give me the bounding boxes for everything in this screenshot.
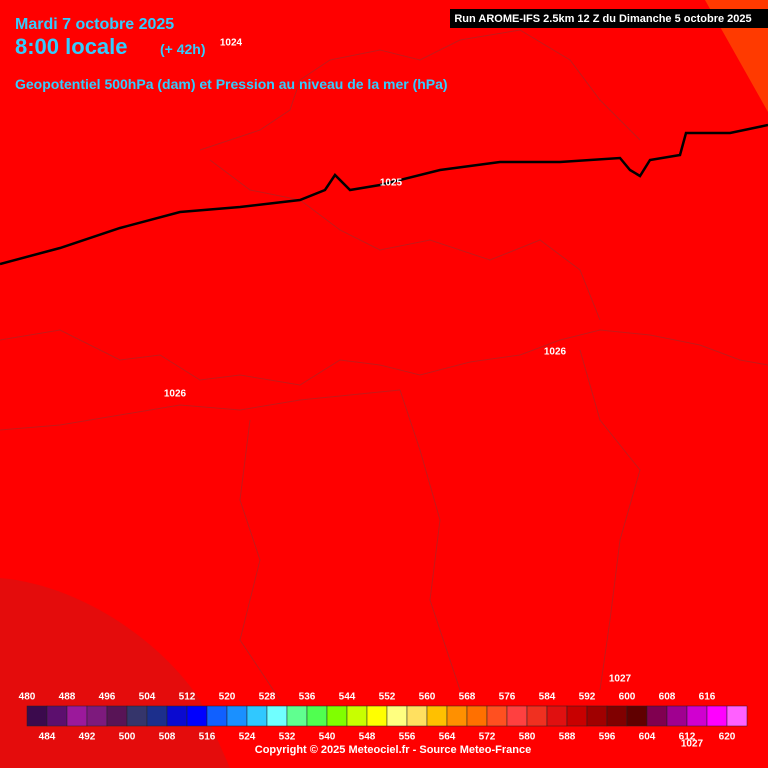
level-label: 480 — [19, 692, 36, 703]
color-swatch — [146, 705, 168, 727]
level-label: 528 — [259, 692, 276, 703]
color-swatch — [666, 705, 688, 727]
copyright: Copyright © 2025 Meteociel.fr - Source M… — [255, 744, 531, 756]
color-swatch — [246, 705, 268, 727]
color-swatch — [406, 705, 428, 727]
color-swatch — [686, 705, 708, 727]
level-label: 564 — [439, 732, 456, 743]
level-label: 504 — [139, 692, 156, 703]
time: 8:00 locale — [15, 34, 128, 59]
level-label: 592 — [579, 692, 596, 703]
level-label: 556 — [399, 732, 416, 743]
color-swatch — [106, 705, 128, 727]
color-swatch — [446, 705, 468, 727]
color-swatch — [206, 705, 228, 727]
color-swatch — [426, 705, 448, 727]
level-label: 572 — [479, 732, 496, 743]
level-label: 508 — [159, 732, 176, 743]
color-swatch — [266, 705, 288, 727]
isobar-label: 1026 — [164, 389, 187, 400]
level-label: 560 — [419, 692, 436, 703]
color-swatch — [466, 705, 488, 727]
color-swatch — [626, 705, 648, 727]
color-swatch — [366, 705, 388, 727]
color-swatch — [486, 705, 508, 727]
level-label: 484 — [39, 732, 56, 743]
run-box — [450, 9, 768, 28]
color-swatch — [186, 705, 208, 727]
subtitle: Geopotentiel 500hPa (dam) et Pression au… — [15, 76, 448, 92]
level-label: 496 — [99, 692, 116, 703]
color-swatch — [46, 705, 68, 727]
level-label: 540 — [319, 732, 336, 743]
level-label: 548 — [359, 732, 376, 743]
level-label: 568 — [459, 692, 476, 703]
color-swatch — [586, 705, 608, 727]
level-label: 524 — [239, 732, 256, 743]
level-label: 608 — [659, 692, 676, 703]
isobar-label: 1027 — [609, 674, 632, 685]
level-label: 544 — [339, 692, 356, 703]
color-swatch — [26, 705, 48, 727]
color-swatch — [606, 705, 628, 727]
color-swatch — [546, 705, 568, 727]
color-swatch — [726, 705, 748, 727]
level-label: 600 — [619, 692, 636, 703]
level-label: 596 — [599, 732, 616, 743]
color-swatch — [506, 705, 528, 727]
color-swatch — [646, 705, 668, 727]
isobar-label: 1024 — [220, 38, 243, 49]
level-label: 584 — [539, 692, 556, 703]
color-swatch — [286, 705, 308, 727]
level-label: 512 — [179, 692, 196, 703]
color-swatch — [166, 705, 188, 727]
color-swatch — [346, 705, 368, 727]
level-label: 536 — [299, 692, 316, 703]
color-swatch — [706, 705, 728, 727]
level-label: 516 — [199, 732, 216, 743]
color-swatch — [566, 705, 588, 727]
isobar-label: 1026 — [544, 347, 567, 358]
level-label: 492 — [79, 732, 96, 743]
date: Mardi 7 octobre 2025 — [15, 16, 174, 33]
color-swatch — [526, 705, 548, 727]
level-label: 616 — [699, 692, 716, 703]
color-swatch — [86, 705, 108, 727]
run-info: Run AROME-IFS 2.5km 12 Z du Dimanche 5 o… — [454, 13, 751, 25]
isobar — [0, 123, 768, 266]
level-label: 500 — [119, 732, 136, 743]
level-label: 620 — [719, 732, 736, 743]
isobar-label: 1025 — [380, 178, 403, 189]
level-label: 552 — [379, 692, 396, 703]
level-label: 532 — [279, 732, 296, 743]
color-swatch — [126, 705, 148, 727]
color-swatch — [326, 705, 348, 727]
color-swatch — [226, 705, 248, 727]
color-swatch — [306, 705, 328, 727]
borders — [0, 29, 768, 701]
isobar-label: 1027 — [681, 739, 704, 750]
level-label: 576 — [499, 692, 516, 703]
level-label: 612 — [679, 732, 696, 743]
colorbar: 480 484 488 492 496 500 504 508 512 516 520 524 528 5… — [19, 692, 748, 743]
color-swatch — [66, 705, 88, 727]
lead-time: (+ 42h) — [160, 41, 206, 57]
level-label: 580 — [519, 732, 536, 743]
color-swatch — [386, 705, 408, 727]
level-label: 488 — [59, 692, 76, 703]
level-label: 588 — [559, 732, 576, 743]
level-label: 520 — [219, 692, 236, 703]
level-label: 604 — [639, 732, 656, 743]
